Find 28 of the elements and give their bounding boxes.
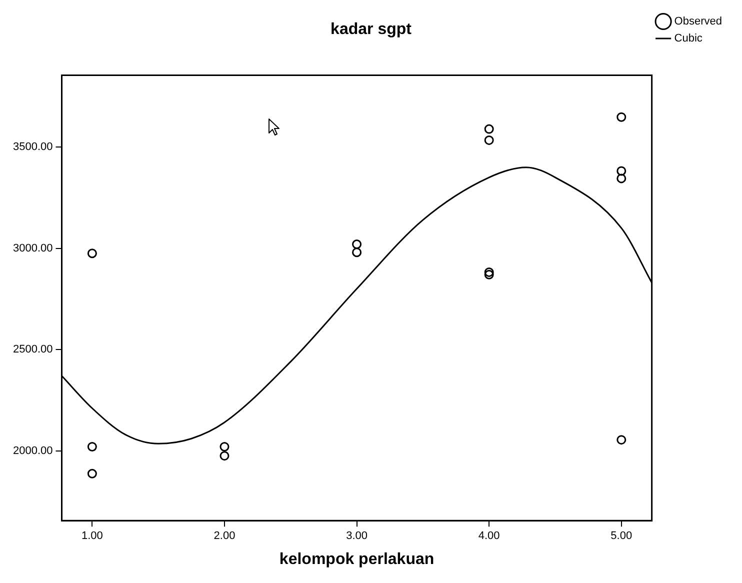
x-tick-label: 4.00 (478, 530, 500, 542)
point (616, 435, 626, 445)
point (484, 135, 494, 145)
point (484, 124, 494, 134)
point (616, 166, 626, 176)
y-tick-label: 3500.00 (12, 141, 53, 154)
point (352, 240, 362, 249)
x-tick-label: 3.00 (346, 530, 368, 542)
x-axis-title: kelompok perlakuan (279, 550, 434, 568)
legend-label: Observed (674, 16, 722, 28)
y-tick-label: 3000.00 (12, 242, 53, 254)
point (484, 270, 494, 280)
y-tick-label: 2000.00 (12, 444, 53, 457)
x-tick-label: 1.00 (81, 530, 103, 542)
point (616, 112, 626, 122)
point (220, 451, 230, 461)
point (352, 248, 362, 258)
point (87, 442, 97, 452)
legend-label: Cubic (674, 32, 703, 45)
point (87, 468, 97, 478)
chart-title: kadar sgpt (330, 21, 412, 38)
point (484, 267, 494, 277)
y-tick-label: 2500.00 (12, 344, 53, 356)
point (87, 248, 97, 258)
point (616, 174, 626, 184)
point (220, 442, 230, 452)
x-tick-label: 2.00 (214, 530, 236, 542)
x-tick-label: 5.00 (610, 530, 632, 542)
